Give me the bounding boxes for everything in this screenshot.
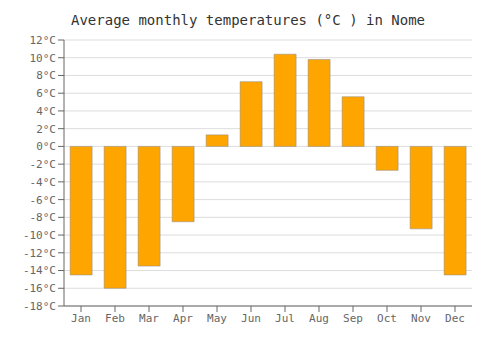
svg-text:2°C: 2°C	[36, 123, 56, 136]
svg-text:-8°C: -8°C	[30, 211, 57, 224]
svg-text:Mar: Mar	[139, 312, 159, 325]
svg-text:12°C: 12°C	[30, 34, 57, 47]
svg-text:-16°C: -16°C	[23, 282, 56, 295]
svg-text:Dec: Dec	[445, 312, 465, 325]
svg-text:10°C: 10°C	[30, 52, 57, 65]
svg-text:Apr: Apr	[173, 312, 193, 325]
svg-text:-10°C: -10°C	[23, 229, 56, 242]
svg-text:-14°C: -14°C	[23, 264, 56, 277]
svg-text:Sep: Sep	[343, 312, 363, 325]
svg-text:-18°C: -18°C	[23, 300, 56, 313]
svg-text:Jun: Jun	[241, 312, 261, 325]
svg-text:-2°C: -2°C	[30, 158, 57, 171]
html-text:Average monthly temperatures (: Average monthly temperatures (°C ) in No…	[71, 12, 425, 28]
svg-text:6°C: 6°C	[36, 87, 56, 100]
svg-text:Feb: Feb	[105, 312, 125, 325]
svg-text:Aug: Aug	[309, 312, 329, 325]
svg-text:8°C: 8°C	[36, 69, 56, 82]
svg-text:-12°C: -12°C	[23, 247, 56, 260]
svg-text:Nov: Nov	[411, 312, 431, 325]
svg-text:0°C: 0°C	[36, 140, 56, 153]
svg-text:May: May	[207, 312, 227, 325]
svg-text:-4°C: -4°C	[30, 176, 57, 189]
svg-text:4°C: 4°C	[36, 105, 56, 118]
svg-text:Jul: Jul	[275, 312, 295, 325]
svg-text:Jan: Jan	[71, 312, 91, 325]
svg-text:Oct: Oct	[377, 312, 397, 325]
svg-text:-6°C: -6°C	[30, 194, 57, 207]
